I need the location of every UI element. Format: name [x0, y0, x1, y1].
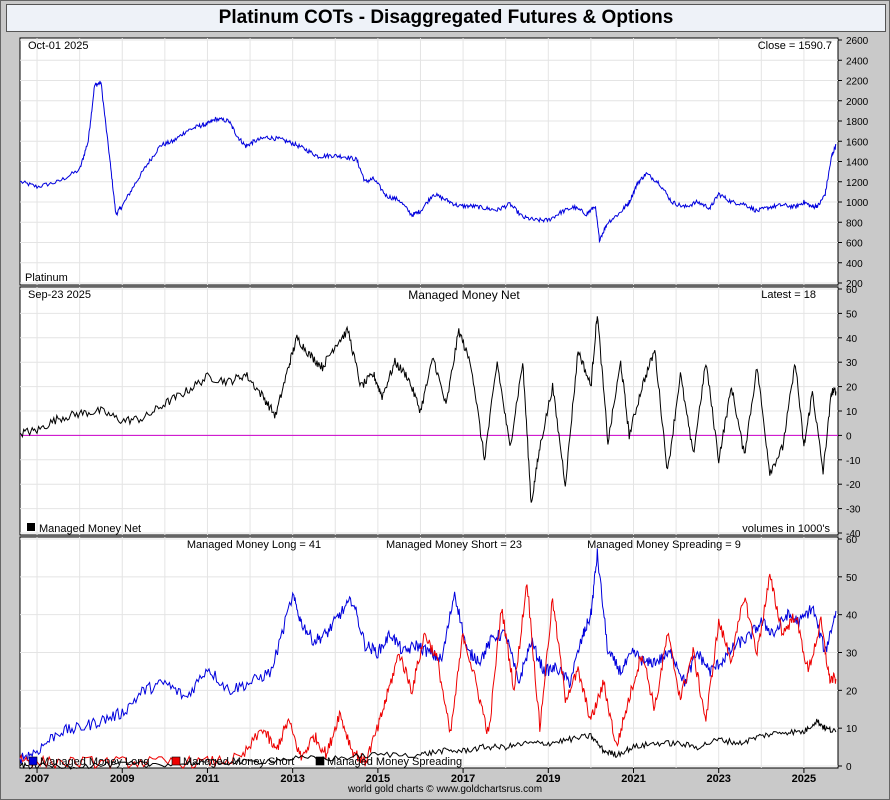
y-tick-label-price: 200 — [846, 279, 863, 290]
y-tick-label-net: 10 — [846, 407, 858, 418]
date-label-price: Oct-01 2025 — [28, 40, 89, 52]
y-tick-label-price: 2600 — [846, 36, 869, 47]
positions-top-label: Managed Money Short = 23 — [386, 539, 522, 551]
legend-label-managed-money-long: Managed Money Long — [40, 756, 149, 768]
y-tick-label-price: 2200 — [846, 77, 869, 88]
x-tick-label: 2013 — [280, 773, 304, 785]
y-tick-label-net: 50 — [846, 309, 858, 320]
y-tick-label-price: 1000 — [846, 198, 869, 209]
x-tick-label: 2009 — [110, 773, 134, 785]
y-tick-label-positions: 40 — [846, 611, 858, 622]
y-tick-label-net: 20 — [846, 383, 858, 394]
y-tick-label-price: 1200 — [846, 178, 869, 189]
legend-swatch-managed-money-spreading — [315, 756, 325, 766]
legend-swatch-managed-money-long — [28, 756, 38, 766]
y-tick-label-net: 60 — [846, 285, 858, 296]
panel-title-net: Managed Money Net — [408, 288, 520, 302]
chart-title-box: Platinum COTs - Disaggregated Futures & … — [6, 4, 886, 32]
positions-top-label: Managed Money Long = 41 — [187, 539, 321, 551]
positions-top-label: Managed Money Spreading = 9 — [587, 539, 741, 551]
x-tick-label: 2023 — [706, 773, 730, 785]
legend-label-managed-money-short: Managed Money Short — [183, 756, 294, 768]
y-tick-label-net: -30 — [846, 505, 861, 516]
y-tick-label-price: 1800 — [846, 117, 869, 128]
y-tick-label-positions: 0 — [846, 762, 852, 773]
x-tick-label: 2015 — [366, 773, 390, 785]
corner-label: Platinum — [25, 272, 68, 284]
y-tick-label-net: 40 — [846, 334, 858, 345]
legend-label-net: Managed Money Net — [39, 523, 141, 535]
chart-title: Platinum COTs - Disaggregated Futures & … — [218, 7, 674, 28]
y-tick-label-price: 1400 — [846, 158, 869, 169]
legend-label-managed-money-spreading: Managed Money Spreading — [327, 756, 462, 768]
x-tick-label: 2021 — [621, 773, 645, 785]
x-tick-label: 2011 — [196, 773, 220, 785]
legend-swatch-net — [27, 523, 35, 531]
y-tick-label-positions: 10 — [846, 724, 858, 735]
y-tick-label-net: 0 — [846, 431, 852, 442]
units-label: volumes in 1000's — [742, 523, 830, 535]
y-tick-label-net: 30 — [846, 358, 858, 369]
y-tick-label-price: 400 — [846, 259, 863, 270]
y-tick-label-net: -10 — [846, 456, 861, 467]
x-tick-label: 2017 — [451, 773, 475, 785]
series-line-managed-money-short — [19, 573, 837, 770]
series-line-managed-money-net — [19, 316, 837, 503]
latest-label: Latest = 18 — [761, 289, 816, 301]
y-tick-label-positions: 60 — [846, 535, 858, 546]
close-label: Close = 1590.7 — [758, 40, 832, 52]
y-tick-label-price: 600 — [846, 239, 863, 250]
y-tick-label-positions: 20 — [846, 686, 858, 697]
y-tick-label-net: -20 — [846, 480, 861, 491]
series-line-managed-money-long — [19, 548, 837, 764]
footer-credit: world gold charts © www.goldchartsrus.co… — [347, 784, 543, 795]
series-line-managed-money-spreading — [19, 718, 837, 770]
y-tick-label-price: 800 — [846, 218, 863, 229]
y-tick-label-positions: 50 — [846, 573, 858, 584]
y-tick-label-price: 2400 — [846, 56, 869, 67]
legend-swatch-managed-money-short — [171, 756, 181, 766]
y-tick-label-price: 1600 — [846, 137, 869, 148]
x-tick-label: 2007 — [25, 773, 49, 785]
x-tick-label: 2025 — [792, 773, 816, 785]
date-label-net: Sep-23 2025 — [28, 289, 91, 301]
series-line-price — [19, 80, 837, 244]
y-tick-label-price: 2000 — [846, 97, 869, 108]
y-tick-label-positions: 30 — [846, 649, 858, 660]
x-tick-label: 2019 — [536, 773, 560, 785]
y-tick-label-net: -40 — [846, 529, 861, 540]
